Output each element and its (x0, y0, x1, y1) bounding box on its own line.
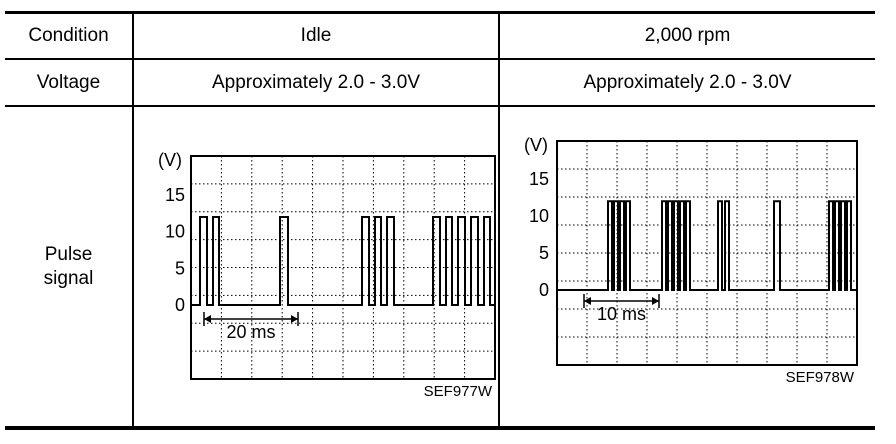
y-tick-label: 15 (165, 185, 185, 205)
pulse-signal-label: Pulse signal (5, 107, 132, 426)
voltage-2000-rpm-value: Approximately 2.0 - 3.0V (583, 71, 792, 93)
y-tick-label: 5 (539, 243, 549, 263)
time-scale-label: 20 ms (226, 322, 275, 342)
table-bottom-border (5, 426, 875, 430)
figure-code: SEF978W (786, 369, 855, 386)
table-row-divider-2 (5, 105, 875, 107)
y-tick-label: 0 (539, 280, 549, 300)
pulse-signal-label-line1: Pulse (44, 243, 93, 265)
y-tick-label: 0 (175, 295, 185, 315)
header-condition: Condition (28, 25, 109, 46)
time-scale-arrow-left (584, 297, 591, 305)
y-tick-label: 10 (529, 206, 549, 226)
scope-2000-rpm: (V) 15 10 5 0 10 ms SEF978W (524, 135, 858, 386)
voltage-label: Voltage (36, 71, 101, 93)
pulse-waveform (191, 216, 495, 306)
time-scale-arrow-left (204, 315, 211, 323)
y-tick-label: 10 (165, 222, 185, 242)
time-scale-arrow-right (291, 315, 298, 323)
header-idle: Idle (300, 25, 332, 46)
voltage-idle-value: Approximately 2.0 - 3.0V (211, 71, 421, 93)
pulse-waveform (557, 200, 857, 291)
y-axis-unit-label: (V) (158, 150, 182, 170)
scope-idle: (V) 15 10 5 0 20 ms SEF977W (158, 150, 496, 400)
time-scale-arrow-right (652, 297, 659, 305)
table-top-border (5, 11, 875, 14)
table-row-divider-1 (5, 58, 875, 60)
y-tick-label: 5 (175, 258, 185, 278)
y-tick-label: 15 (529, 169, 549, 189)
figure-code: SEF977W (424, 383, 493, 400)
header-2000-rpm: 2,000 rpm (644, 25, 731, 46)
y-axis-unit-label: (V) (524, 135, 548, 155)
table-column-divider-1 (132, 12, 134, 428)
pulse-signal-label-line2: signal (43, 267, 94, 289)
time-scale-label: 10 ms (597, 304, 646, 324)
table-column-divider-2 (498, 12, 500, 428)
